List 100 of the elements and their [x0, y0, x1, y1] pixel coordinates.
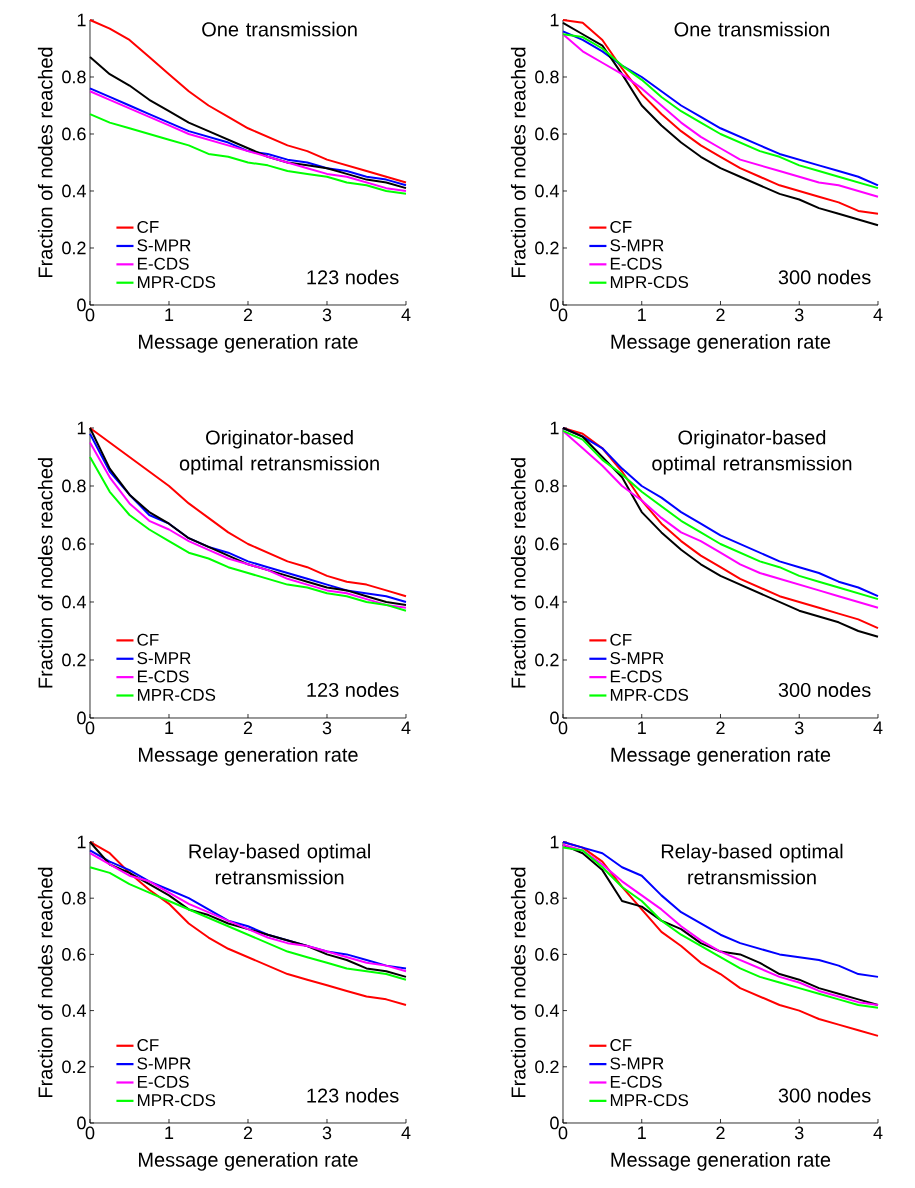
y-tick-label: 0.6 — [62, 127, 86, 141]
y-tick-label: 0.8 — [62, 70, 86, 84]
line-series — [89, 113, 407, 195]
y-tick-label: 0.8 — [62, 479, 86, 493]
y-tick-label: 1 — [550, 421, 559, 435]
text: Originator-based optimal retransmission — [652, 429, 852, 475]
y-tick-label: 0 — [550, 298, 559, 312]
y-tick-label: 0.2 — [62, 241, 86, 255]
legend-label: CF — [610, 220, 632, 233]
x-tick-label: 1 — [165, 308, 174, 321]
y-tick-label: 1 — [550, 835, 559, 849]
legend-label: S-MPR — [137, 652, 191, 665]
y-tick-label: 0.8 — [62, 891, 86, 905]
y-tick-label: 0.2 — [535, 241, 559, 255]
legend-label: MPR-CDS — [610, 276, 689, 289]
x-axis-title: Message generation rate — [611, 1152, 831, 1171]
y-tick-label: 0.6 — [535, 948, 559, 961]
annotation: 123 nodes — [307, 1087, 399, 1103]
y-axis-title: Fraction of nodes reached — [37, 867, 53, 1098]
y-tick-label: 0.6 — [62, 537, 86, 551]
y-tick-label: 0.8 — [535, 891, 559, 905]
y-tick-label: 0 — [77, 298, 86, 312]
y-tick-label: 1 — [550, 13, 559, 27]
legend-label: MPR-CDS — [137, 276, 216, 289]
legend-label: E-CDS — [137, 1075, 189, 1088]
annotation: 300 nodes — [778, 1087, 871, 1103]
legend-label: MPR-CDS — [610, 1094, 689, 1107]
x-tick-label: 3 — [794, 308, 804, 322]
x-tick-label: 3 — [322, 308, 332, 322]
x-tick-label: 2 — [243, 308, 253, 322]
x-tick-label: 1 — [638, 308, 646, 321]
annotation: 300 nodes — [778, 682, 871, 698]
x-axis-title: Message generation rate — [139, 334, 358, 353]
chart-title: One transmission — [202, 21, 357, 37]
y-tick-label: 1 — [77, 13, 86, 27]
y-axis-title: Fraction of nodes reached — [37, 458, 53, 688]
y-axis-title: Fraction of nodes reached — [510, 867, 526, 1098]
y-tick-label: 0.4 — [535, 1004, 559, 1017]
legend-label: MPR-CDS — [137, 688, 216, 701]
x-tick-label: 4 — [401, 721, 411, 734]
annotation: 300 nodes — [778, 269, 871, 285]
y-axis-title: Fraction of nodes reached — [510, 47, 526, 278]
x-tick-label: 4 — [401, 1126, 411, 1139]
y-tick-label: 0.4 — [62, 595, 86, 609]
y-tick-label: 0 — [77, 1116, 86, 1130]
y-tick-label: 0.2 — [535, 1060, 559, 1074]
legend-label: CF — [610, 1039, 632, 1052]
y-tick-label: 0.6 — [62, 948, 86, 961]
legend-label: E-CDS — [137, 257, 189, 270]
y-tick-label: 0.8 — [535, 479, 559, 493]
x-tick-label: 1 — [165, 721, 174, 734]
legend-label: S-MPR — [610, 1057, 664, 1070]
x-axis-title: Message generation rate — [139, 747, 358, 766]
x-tick-label: 2 — [716, 308, 725, 322]
y-tick-label: 0.4 — [535, 184, 559, 198]
x-tick-label: 1 — [165, 1126, 174, 1139]
y-tick-label: 0.2 — [62, 653, 86, 667]
x-axis-title: Message generation rate — [611, 334, 831, 353]
y-tick-label: 0.2 — [535, 653, 559, 667]
legend-label: MPR-CDS — [610, 688, 689, 701]
legend-label: CF — [137, 1039, 159, 1052]
legend-label: CF — [610, 633, 632, 646]
x-axis-title: Message generation rate — [611, 747, 831, 766]
x-axis-title: Message generation rate — [139, 1152, 358, 1171]
x-tick-label: 2 — [243, 721, 253, 735]
y-tick-label: 0.4 — [62, 184, 86, 198]
y-tick-label: 1 — [77, 835, 86, 849]
annotation: 123 nodes — [307, 269, 399, 285]
legend-label: MPR-CDS — [137, 1094, 216, 1107]
x-tick-label: 3 — [322, 1126, 332, 1140]
y-tick-label: 0 — [77, 711, 86, 725]
x-tick-label: 2 — [716, 1126, 725, 1140]
x-tick-label: 4 — [873, 721, 883, 734]
legend-label: S-MPR — [610, 652, 664, 665]
x-tick-label: 2 — [716, 721, 725, 735]
text: Relay-based optimal retransmission — [661, 843, 843, 885]
x-tick-label: 1 — [638, 721, 646, 734]
y-tick-label: 0 — [550, 1116, 559, 1130]
legend-label: S-MPR — [137, 1057, 191, 1070]
legend-label: E-CDS — [610, 670, 662, 683]
legend-label: CF — [137, 633, 159, 646]
y-axis-title: Fraction of nodes reached — [37, 47, 53, 278]
legend-label: S-MPR — [610, 239, 664, 252]
x-tick-label: 3 — [794, 721, 804, 735]
x-tick-label: 4 — [401, 308, 411, 321]
legend-label: E-CDS — [610, 1075, 662, 1088]
legend-label: CF — [137, 220, 159, 233]
y-tick-label: 0.6 — [535, 127, 559, 141]
y-tick-label: 1 — [77, 421, 86, 435]
y-tick-label: 0.2 — [62, 1060, 86, 1074]
legend-label: E-CDS — [137, 670, 189, 683]
x-tick-label: 4 — [873, 308, 883, 321]
y-tick-label: 0 — [550, 711, 559, 725]
y-tick-label: 0.4 — [535, 595, 559, 609]
x-tick-label: 2 — [243, 1126, 253, 1140]
chart-title: One transmission — [674, 21, 830, 37]
text: Relay-based optimal retransmission — [189, 843, 370, 885]
y-axis-title: Fraction of nodes reached — [510, 458, 526, 688]
x-tick-label: 3 — [794, 1126, 804, 1140]
y-tick-label: 0.6 — [535, 537, 559, 551]
